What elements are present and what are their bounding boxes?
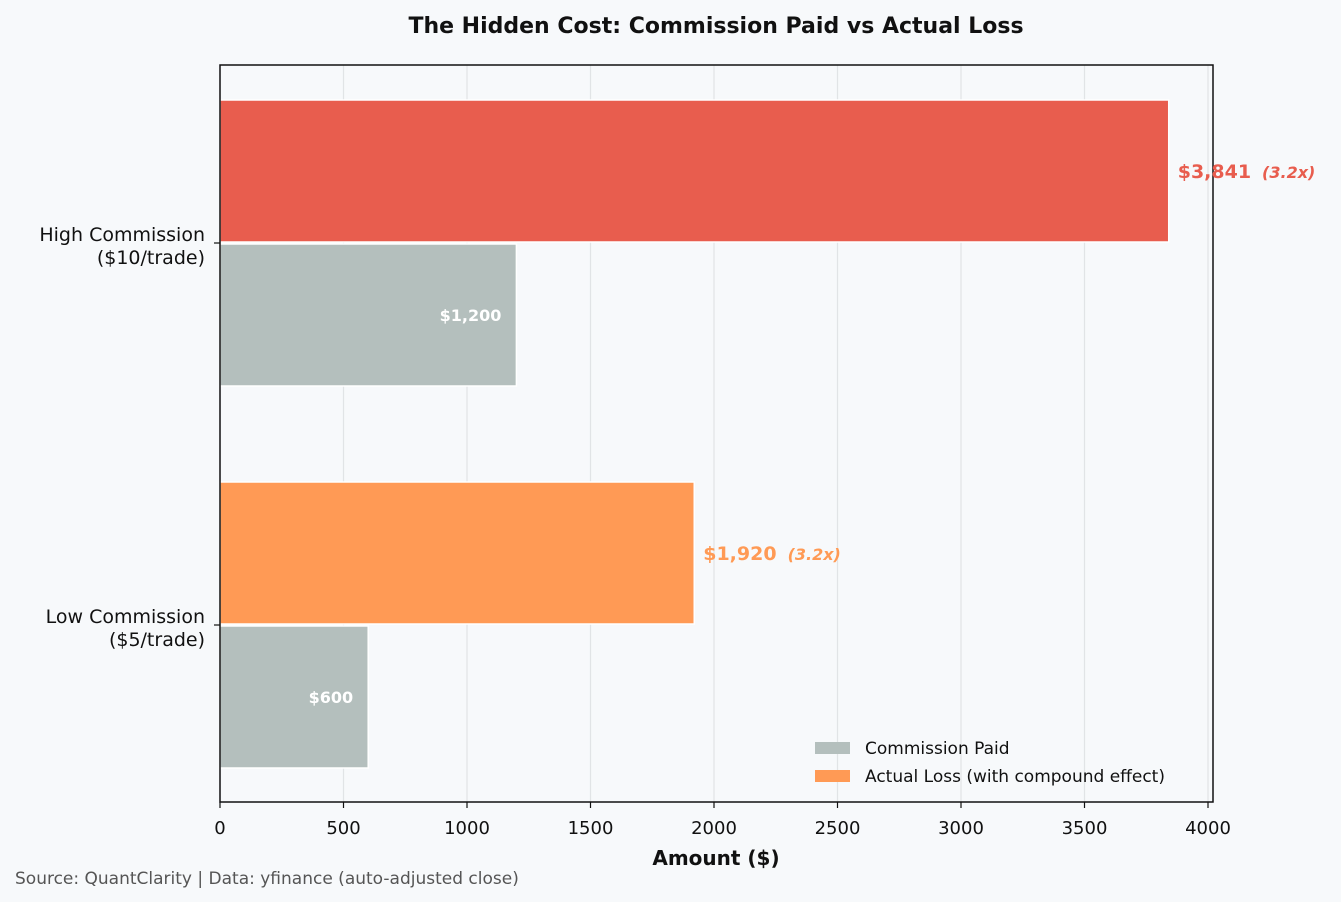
x-axis-title: Amount ($) [652, 846, 779, 870]
x-tick-label: 1500 [568, 818, 614, 839]
category-label-line: ($10/trade) [97, 247, 205, 269]
x-tick-label: 4000 [1185, 818, 1231, 839]
category-label-line: Low Commission [46, 606, 205, 628]
category-label: High Commission ($10/trade) [39, 224, 205, 269]
commission-value-label: $1,200 [440, 306, 502, 325]
x-tick-label: 500 [326, 818, 360, 839]
x-tick-label: 1000 [444, 818, 490, 839]
category-label-line: ($5/trade) [109, 629, 205, 651]
data-labels: $3,841 (3.2x) $1,200 $1,920 (3.2x) $600 [309, 161, 1316, 707]
actual-loss-value-label: $3,841 (3.2x) [1178, 161, 1316, 183]
plot-frame [219, 64, 1214, 803]
bar-actual-loss [219, 99, 1170, 243]
loss-ratio: (3.2x) [788, 545, 841, 564]
bar-commission-paid [219, 625, 369, 769]
legend-label-commission: Commission Paid [865, 739, 1010, 759]
loss-ratio: (3.2x) [1262, 163, 1315, 182]
x-tick-label: 3500 [1062, 818, 1108, 839]
x-tick-label: 2500 [815, 818, 861, 839]
legend-swatch-actual-loss [815, 770, 850, 782]
y-axis-categories: High Commission ($10/trade) Low Commission… [39, 224, 220, 651]
actual-loss-value: $3,841 [1178, 161, 1251, 183]
commission-value-label: $600 [309, 688, 354, 707]
x-tick-label: 3000 [938, 818, 984, 839]
x-tick-label: 0 [214, 818, 225, 839]
bar-actual-loss [219, 481, 695, 625]
legend-label-actual-loss: Actual Loss (with compound effect) [865, 767, 1165, 787]
bars [219, 99, 1170, 769]
category-label: Low Commission ($5/trade) [46, 606, 205, 651]
category-label-line: High Commission [39, 224, 205, 246]
chart-title: The Hidden Cost: Commission Paid vs Actu… [408, 14, 1023, 39]
actual-loss-value: $1,920 [703, 543, 776, 565]
source-note: Source: QuantClarity | Data: yfinance (a… [15, 869, 519, 889]
legend-swatch-commission [815, 742, 850, 754]
x-axis-ticks: 0 500 1000 1500 2000 2500 3000 3500 4000 [214, 802, 1231, 839]
x-tick-label: 2000 [691, 818, 737, 839]
legend: Commission Paid Actual Loss (with compou… [815, 739, 1165, 787]
actual-loss-value-label: $1,920 (3.2x) [703, 543, 841, 565]
